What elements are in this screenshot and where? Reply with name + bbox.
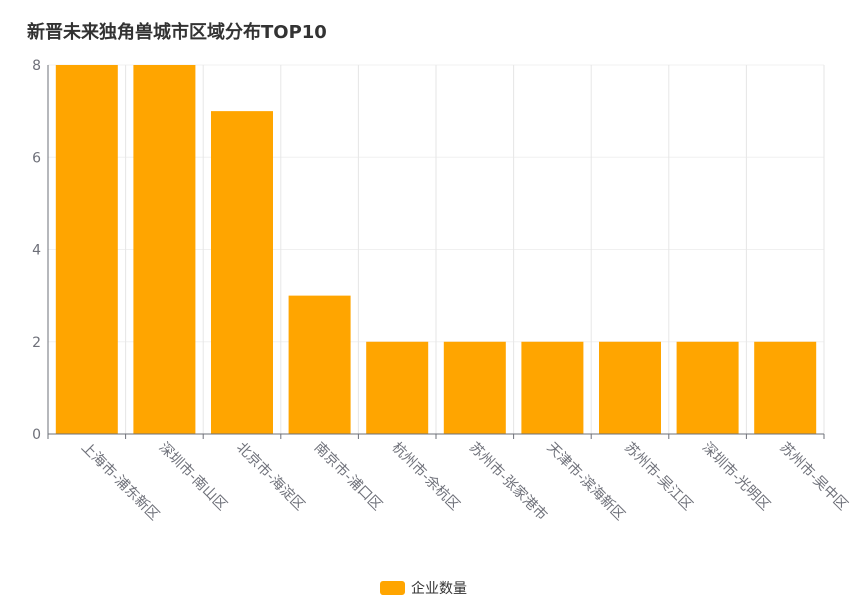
x-tick-label: 深圳市-南山区 <box>156 439 231 514</box>
y-tick-label: 6 <box>32 150 41 166</box>
x-tick-label: 南京市-浦口区 <box>311 439 386 514</box>
bar <box>366 341 429 434</box>
bar <box>133 65 196 434</box>
bar <box>599 341 661 434</box>
y-tick-label: 8 <box>32 58 41 74</box>
x-tick-label: 北京市-海淀区 <box>233 439 308 514</box>
y-tick-label: 2 <box>32 335 41 351</box>
legend[interactable]: 企业数量 <box>380 578 467 598</box>
chart-title: 新晋未来独角兽城市区域分布TOP10 <box>27 22 327 43</box>
bars-layer <box>55 65 817 434</box>
x-tick-label: 深圳市-光明区 <box>699 439 774 514</box>
bar <box>55 65 118 434</box>
x-tick-label: 上海市-浦东新区 <box>78 439 163 524</box>
x-tick-label: 苏州市-张家港市 <box>466 439 551 524</box>
y-tick-labels: 0 2 4 6 8 <box>32 58 41 443</box>
x-tick-label: 杭州市-余杭区 <box>388 439 463 514</box>
x-tick-label: 苏州市-吴江区 <box>621 439 696 514</box>
x-tick-label: 苏州市-吴中区 <box>776 439 851 514</box>
grid-layer <box>48 64 825 434</box>
bar <box>676 341 739 434</box>
y-tick-label: 0 <box>32 427 41 443</box>
legend-swatch <box>380 581 405 595</box>
legend-label: 企业数量 <box>411 581 467 597</box>
x-tick-label: 天津市-滨海新区 <box>544 439 629 524</box>
bar <box>754 341 817 434</box>
bar <box>288 295 351 434</box>
axis-layer <box>47 65 825 439</box>
bar <box>211 111 273 434</box>
bar <box>443 341 506 434</box>
bar <box>521 341 584 434</box>
y-tick-label: 4 <box>32 243 41 259</box>
